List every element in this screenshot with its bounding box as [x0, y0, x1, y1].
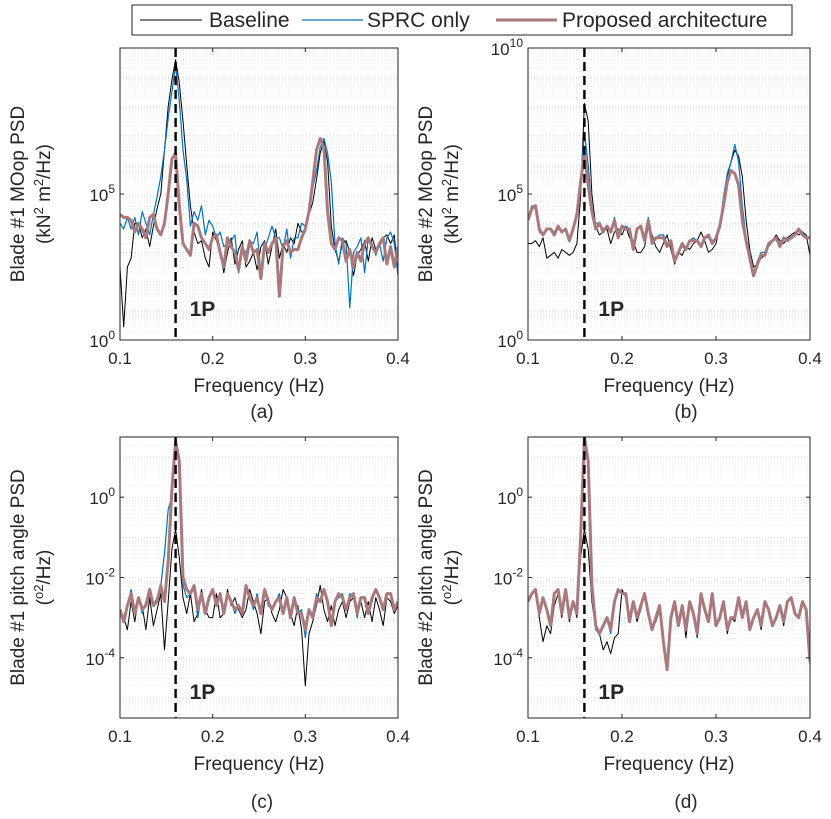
y-tick-label: 100: [497, 328, 523, 351]
y-axis-unit: (kN2 m2/Hz): [439, 144, 463, 244]
x-axis-label: Frequency (Hz): [194, 754, 325, 775]
y-tick-label: 1010: [491, 36, 524, 59]
y-tick-label: 100: [89, 328, 115, 351]
y-tick-label: 100: [89, 485, 115, 508]
panel-caption: (c): [251, 792, 273, 813]
marker-1p-label: 1P: [190, 298, 216, 321]
panel-caption: (b): [674, 402, 697, 423]
marker-1p-label: 1P: [190, 681, 216, 704]
y-axis-label: Blade #2 pitch angle PSD: [416, 469, 437, 686]
panel-a: 1P 0.1 0.2 0.3 0.4 100 105 Frequency (Hz) (a) Bla…: [8, 47, 410, 423]
y-tick-label: 105: [497, 182, 523, 205]
y-axis-label: Blade #1 MOop PSD: [8, 106, 29, 282]
y-tick-label: 105: [89, 182, 115, 205]
series-line-baseline: [120, 528, 398, 687]
x-tick-label: 0.3: [294, 727, 318, 746]
x-tick-label: 0.4: [386, 349, 410, 368]
x-axis-label: Frequency (Hz): [194, 376, 325, 397]
panel-d: 1P 0.1 0.2 0.3 0.4 10-4 10-2 100 Frequency (Hz) (…: [416, 436, 822, 813]
y-tick-label: 10-4: [85, 646, 115, 669]
y-axis-unit: (o2/Hz): [439, 550, 463, 606]
panel-c: 1P 0.1 0.2 0.3 0.4 10-4 10-2 100 Frequency (Hz) (…: [8, 436, 410, 813]
marker-1p-label: 1P: [598, 681, 624, 704]
series-line-baseline: [120, 59, 398, 328]
legend-label-sprc: SPRC only: [367, 9, 470, 32]
series-line-proposed-architecture: [120, 439, 398, 632]
x-tick-label: 0.2: [201, 727, 225, 746]
x-tick-label: 0.3: [704, 727, 728, 746]
x-tick-label: 0.1: [108, 349, 132, 368]
series-line-proposed-architecture: [120, 137, 398, 298]
y-tick-label: 100: [497, 485, 523, 508]
y-axis-label: Blade #2 MOop PSD: [416, 106, 437, 282]
y-axis-label: Blade #1 pitch angle PSD: [8, 469, 29, 686]
marker-1p-label: 1P: [598, 298, 624, 321]
x-axis-label: Frequency (Hz): [604, 754, 735, 775]
x-axis-label: Frequency (Hz): [604, 376, 735, 397]
x-tick-label: 0.3: [704, 349, 728, 368]
series-line-sprc-only: [120, 64, 398, 309]
x-tick-label: 0.1: [108, 727, 132, 746]
y-tick-label: 10-2: [85, 566, 115, 589]
series-line-proposed-architecture: [528, 151, 810, 278]
legend: Baseline SPRC only Proposed architecture: [131, 4, 793, 36]
x-tick-label: 0.2: [201, 349, 225, 368]
legend-label-proposed: Proposed architecture: [562, 9, 767, 32]
panel-b: 1P 0.1 0.2 0.3 0.4 100 105 1010 Frequency (Hz) (b…: [416, 36, 822, 423]
panel-caption: (a): [250, 402, 273, 423]
y-axis-unit: (kN2 m2/Hz): [31, 144, 55, 244]
panel-caption: (d): [674, 792, 697, 813]
y-tick-label: 10-4: [493, 646, 523, 669]
x-tick-label: 0.4: [798, 349, 822, 368]
series-line-proposed-architecture: [528, 437, 810, 672]
x-tick-label: 0.3: [294, 349, 318, 368]
x-tick-label: 0.1: [516, 727, 540, 746]
y-axis-unit: (o2/Hz): [31, 550, 55, 606]
x-tick-label: 0.4: [386, 727, 410, 746]
legend-box: [131, 4, 793, 36]
legend-label-baseline: Baseline: [209, 9, 290, 32]
x-tick-label: 0.4: [798, 727, 822, 746]
x-tick-label: 0.1: [516, 349, 540, 368]
x-tick-label: 0.2: [610, 349, 634, 368]
x-tick-label: 0.2: [610, 727, 634, 746]
y-tick-label: 10-2: [493, 566, 523, 589]
